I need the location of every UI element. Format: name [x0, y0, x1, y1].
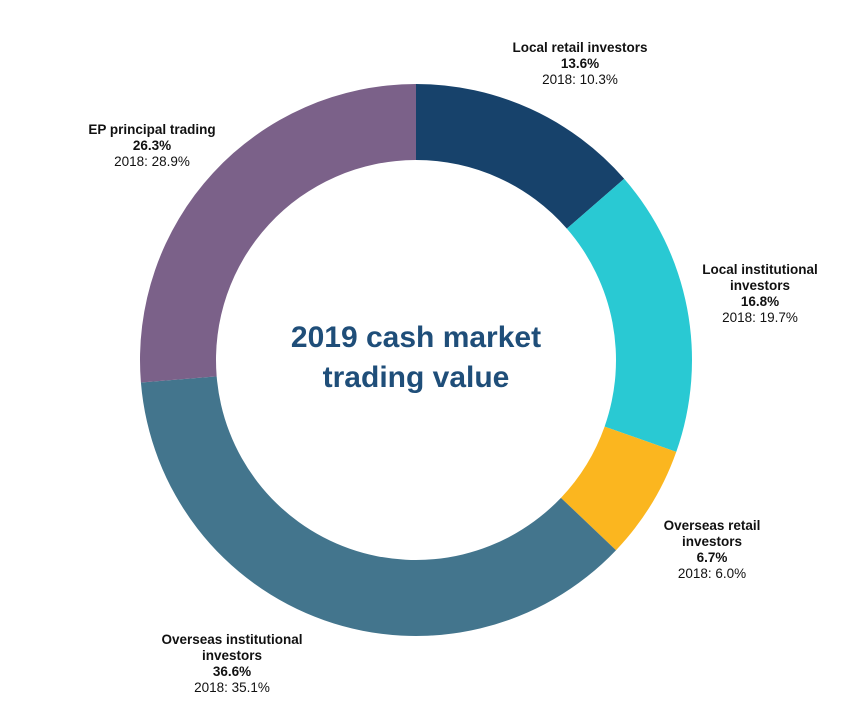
- slice-prev-local-institutional: 2018: 19.7%: [722, 310, 798, 325]
- slice-value-ep-principal: 26.3%: [132, 138, 172, 153]
- slice-name-overseas-retail-2: investors: [681, 534, 743, 549]
- slice-prev-local-retail: 2018: 10.3%: [542, 72, 618, 87]
- slice-label-local-institutional: Local institutional investors 16.8% 2018…: [670, 262, 850, 326]
- slice-name-local-retail: Local retail investors: [512, 40, 648, 55]
- chart-title-line-2: trading value: [322, 361, 510, 394]
- slice-value-overseas-retail: 6.7%: [696, 550, 728, 565]
- slice-name-local-institutional-2: investors: [729, 278, 791, 293]
- slice-value-local-institutional: 16.8%: [740, 294, 780, 309]
- donut-slice-ep-principal: [139, 84, 416, 383]
- slice-name-overseas-retail-1: Overseas retail: [663, 518, 761, 533]
- slice-label-overseas-institutional: Overseas institutional investors 36.6% 2…: [122, 632, 342, 696]
- donut-slice-local-retail: [416, 84, 625, 229]
- slice-prev-ep-principal: 2018: 28.9%: [114, 154, 190, 169]
- slice-name-local-institutional-1: Local institutional: [702, 262, 818, 277]
- slice-value-local-retail: 13.6%: [560, 56, 600, 71]
- slice-prev-overseas-retail: 2018: 6.0%: [677, 566, 747, 581]
- chart-title-line-1: 2019 cash market: [290, 321, 542, 354]
- slice-label-overseas-retail: Overseas retail investors 6.7% 2018: 6.0…: [632, 518, 792, 582]
- slice-label-ep-principal: EP principal trading 26.3% 2018: 28.9%: [52, 122, 252, 170]
- slice-label-local-retail: Local retail investors 13.6% 2018: 10.3%: [480, 40, 680, 88]
- slice-name-overseas-institutional-1: Overseas institutional: [161, 632, 303, 647]
- donut-slice-overseas-institutional: [140, 376, 617, 637]
- chart-title: 2019 cash market trading value: [256, 318, 576, 398]
- slice-name-ep-principal: EP principal trading: [88, 122, 216, 137]
- donut-slice-local-institutional: [566, 178, 692, 452]
- donut-slice-overseas-retail: [560, 426, 677, 551]
- slice-value-overseas-institutional: 36.6%: [212, 664, 252, 679]
- slice-prev-overseas-institutional: 2018: 35.1%: [194, 680, 270, 695]
- slice-name-overseas-institutional-2: investors: [201, 648, 263, 663]
